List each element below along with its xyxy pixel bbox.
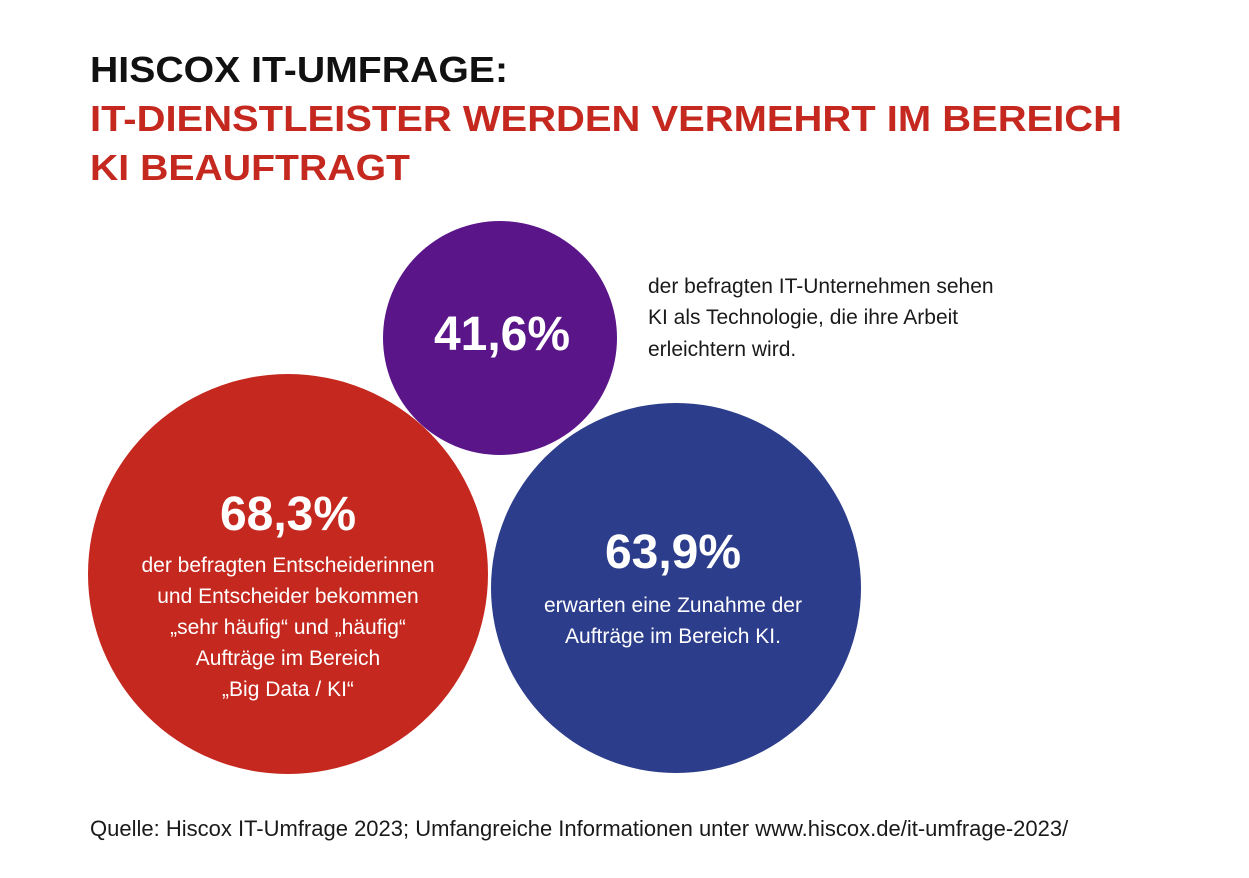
- stat-line: der befragten Entscheiderinnen: [141, 554, 434, 577]
- subtitle: IT-DIENSTLEISTER WERDEN VERMEHRT IM BERE…: [90, 98, 1122, 139]
- stat-line: und Entscheider bekommen: [157, 585, 419, 608]
- blue-circle: [491, 403, 861, 773]
- stat-line: „Big Data / KI“: [222, 678, 354, 701]
- stat-value: 63,9%: [605, 526, 741, 579]
- stat-line: „sehr häufig“ und „häufig“: [170, 616, 406, 639]
- red-circle: [88, 374, 488, 774]
- stat-text: der befragten IT-Unternehmen sehen KI al…: [648, 275, 994, 361]
- stat-value: 68,3%: [220, 488, 356, 541]
- title: HISCOX IT-UMFRAGE:: [90, 49, 508, 90]
- stat-line: erleichtern wird.: [648, 338, 796, 361]
- source: Quelle: Hiscox IT-Umfrage 2023; Umfangre…: [90, 816, 1069, 841]
- purple-circle: [383, 221, 617, 455]
- subtitle: KI BEAUFTRAGT: [90, 147, 410, 188]
- stat-line: Aufträge im Bereich: [196, 647, 380, 670]
- stat-value: 41,6%: [434, 308, 570, 361]
- stat-line: KI als Technologie, die ihre Arbeit: [648, 306, 958, 329]
- stat-line: erwarten eine Zunahme der: [544, 594, 802, 617]
- stat-line: der befragten IT-Unternehmen sehen: [648, 275, 994, 298]
- stat-line: Aufträge im Bereich KI.: [565, 625, 781, 648]
